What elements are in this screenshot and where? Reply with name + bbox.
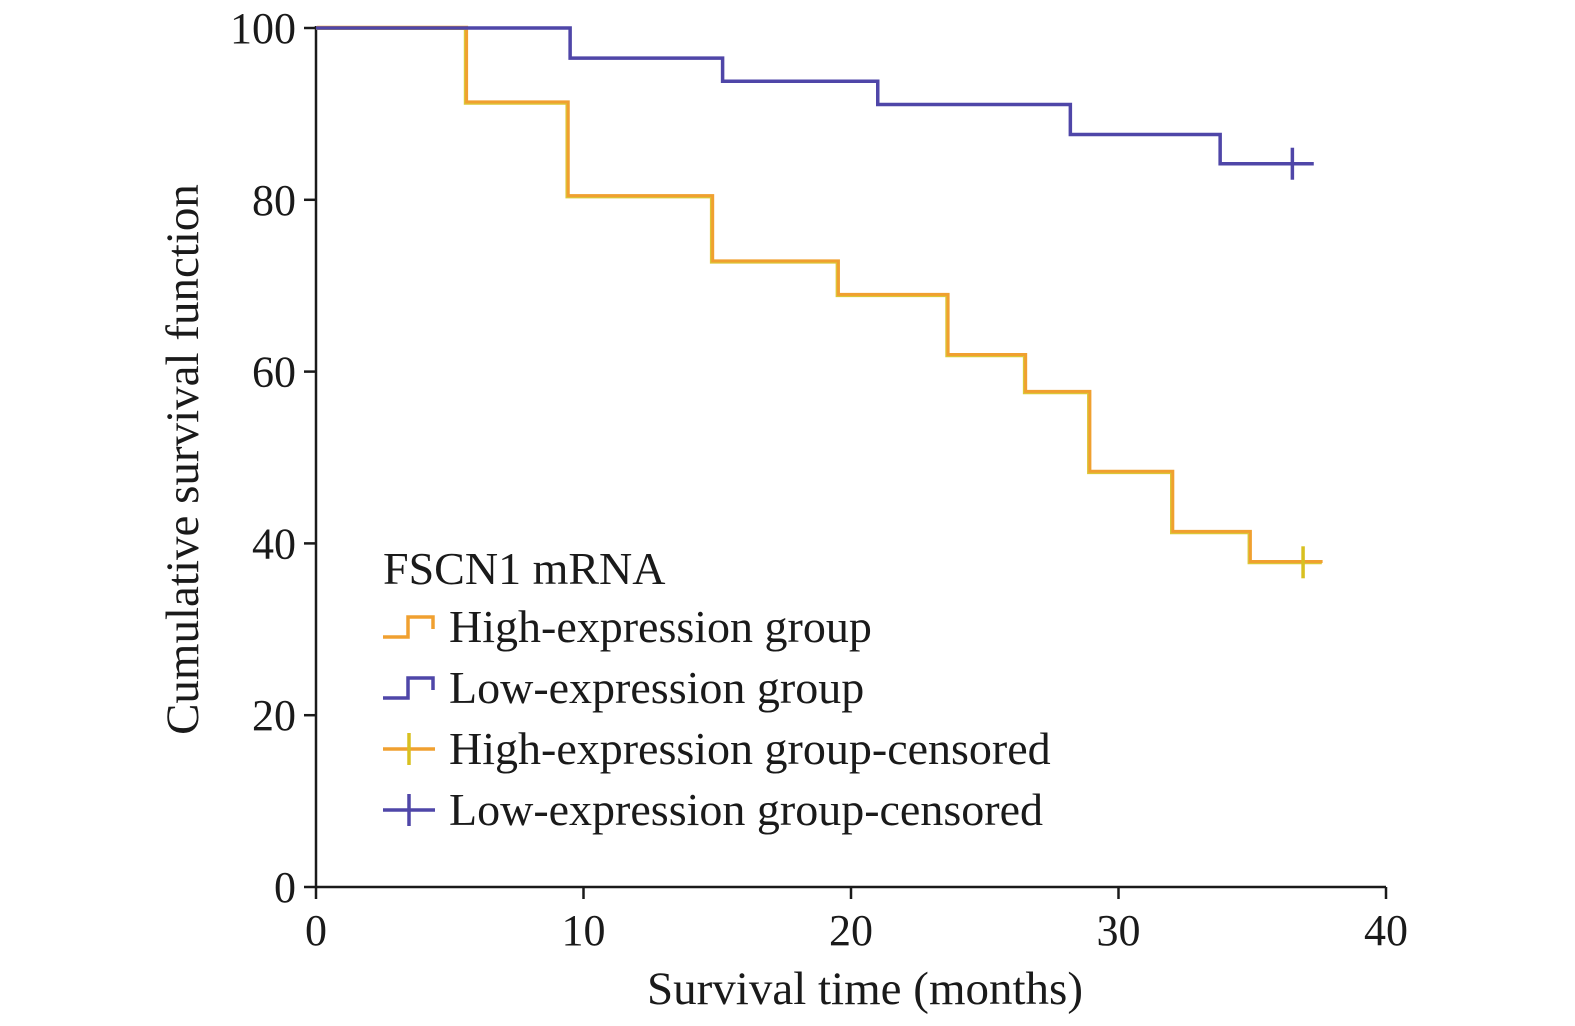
x-tick-label: 10 [562,906,606,955]
legend-entry: High-expression group [383,601,872,652]
legend-step-swatch [383,676,435,700]
legend-step-swatch [383,615,435,639]
y-tick-label: 100 [230,4,296,53]
legend-label: High-expression group [449,601,872,652]
series-line [316,25,1323,563]
legend-label: Low-expression group-censored [449,784,1043,835]
legend: FSCN1 mRNA High-expression group Low-expre… [383,543,1051,835]
x-axis-title: Survival time (months) [647,963,1083,1015]
legend-entry: High-expression group-censored [383,723,1051,774]
x-tick-label: 40 [1364,906,1408,955]
y-tick-label: 60 [252,348,296,397]
y-tick-label: 0 [274,863,296,912]
series-line-shadow [316,26,1322,565]
series-0 [316,25,1323,579]
x-tick-label: 30 [1097,906,1141,955]
x-tick-label: 20 [829,906,873,955]
x-tick-label: 0 [305,906,327,955]
axes: 0 20 40 60 80 100 0 10 20 30 40 [230,4,1408,955]
series-1 [316,26,1314,180]
y-tick-label: 20 [252,691,296,740]
series-layer [316,25,1323,579]
legend-title: FSCN1 mRNA [383,543,665,594]
series-line [316,26,1314,166]
y-tick-label: 40 [252,519,296,568]
legend-entry: Low-expression group [383,662,864,713]
y-axis-title: Cumulative survival function [157,184,209,735]
y-tick-label: 80 [252,176,296,225]
legend-entry: Low-expression group-censored [383,784,1043,835]
legend-label: High-expression group-censored [449,723,1051,774]
legend-label: Low-expression group [449,662,864,713]
